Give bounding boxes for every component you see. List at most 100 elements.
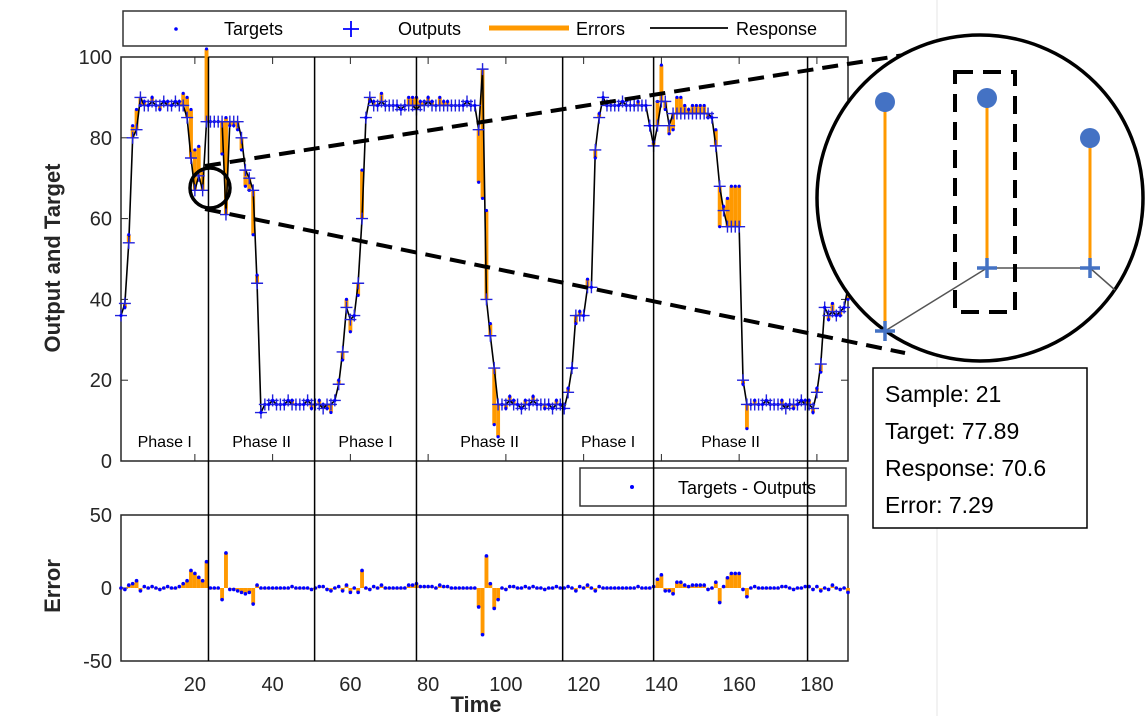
x-tick-label: 120 [567, 674, 600, 696]
error-marker [469, 586, 473, 590]
output-marker [713, 180, 726, 193]
error-marker [679, 580, 683, 584]
output-marker [733, 220, 746, 233]
x-tick-label: 180 [800, 674, 833, 696]
target-marker [780, 398, 784, 402]
target-marker [764, 398, 768, 402]
target-marker [344, 297, 349, 301]
error-bar [243, 588, 248, 594]
error-marker [597, 584, 601, 589]
target-marker [236, 128, 240, 132]
error-marker [811, 587, 815, 592]
error-marker [441, 584, 446, 589]
error-marker [126, 583, 131, 587]
error-fill [181, 93, 186, 106]
error-marker [134, 578, 139, 583]
error-marker [612, 586, 617, 590]
magnifier-callout [188, 33, 1145, 363]
target-marker [271, 398, 275, 402]
error-marker [492, 606, 497, 611]
error-bar [181, 583, 186, 588]
output-marker [480, 293, 493, 306]
error-bar [348, 588, 353, 593]
error-marker [504, 587, 508, 592]
error-bar [185, 580, 190, 588]
inset-output-marker [977, 258, 997, 278]
error-marker [605, 586, 609, 590]
error-marker [216, 586, 220, 590]
target-marker [582, 313, 586, 318]
error-marker [628, 586, 633, 590]
output-marker [177, 99, 190, 112]
target-marker [340, 358, 345, 362]
error-marker [737, 571, 741, 576]
target-marker [224, 116, 228, 120]
target-marker [760, 402, 765, 407]
error-fill [671, 113, 675, 130]
error-marker [749, 586, 753, 590]
output-marker [814, 358, 827, 371]
legend-outputs-marker [343, 21, 359, 37]
y-axis-label-top: Output and Target [40, 163, 65, 353]
error-bar [247, 588, 252, 593]
error-marker [356, 590, 360, 595]
error-bar [846, 588, 850, 593]
error-marker [531, 584, 535, 589]
error-marker [391, 586, 395, 590]
target-marker [617, 103, 621, 108]
error-marker [496, 597, 500, 602]
y-tick-label: 100 [79, 47, 112, 69]
error-marker [721, 584, 726, 589]
error-marker [290, 584, 294, 589]
error-bar [674, 582, 679, 588]
output-marker [340, 301, 353, 314]
output-target-plot: 0 20 40 60 80 100 [79, 47, 854, 661]
error-marker [181, 581, 186, 586]
error-bar [224, 552, 228, 588]
target-marker [566, 386, 570, 390]
inset-output-marker [875, 321, 895, 341]
target-marker [721, 204, 726, 209]
target-marker [197, 144, 201, 148]
error-marker [472, 586, 477, 590]
target-marker [558, 402, 562, 407]
inset-target-marker [875, 92, 895, 112]
error-plot: -50 0 50 20 40 60 80 100 120 140 160 180 [83, 505, 850, 696]
y-tick-label: -50 [83, 651, 112, 673]
x-tick-label: 20 [184, 674, 206, 696]
error-marker [826, 587, 831, 592]
error-bar [717, 588, 722, 603]
error-marker [706, 587, 710, 592]
target-marker [239, 148, 244, 152]
error-marker [348, 590, 353, 595]
target-marker [753, 398, 757, 402]
error-marker [659, 573, 664, 577]
phase-label: Phase I [138, 434, 192, 451]
target-marker [554, 398, 559, 402]
target-marker [675, 95, 679, 99]
target-marker [465, 99, 469, 104]
error-fill [492, 368, 497, 425]
target-marker [473, 103, 477, 108]
output-marker [239, 164, 252, 177]
error-marker [647, 586, 652, 590]
error-marker [375, 586, 380, 590]
error-marker [403, 586, 407, 590]
target-marker [232, 124, 236, 128]
output-marker [196, 184, 209, 197]
error-marker [803, 584, 808, 589]
error-marker [220, 597, 224, 602]
target-marker [150, 95, 154, 99]
error-marker [161, 586, 166, 590]
target-marker [574, 322, 578, 326]
x-tick-label: 40 [261, 674, 283, 696]
target-marker [597, 111, 601, 116]
target-marker [679, 95, 683, 99]
error-marker [756, 586, 761, 590]
target-marker [733, 184, 737, 188]
tooltip-target: Target: 77.89 [885, 418, 1019, 444]
error-bar [678, 582, 683, 588]
target-marker [127, 233, 131, 237]
error-marker [624, 586, 629, 590]
error-fill [659, 65, 664, 102]
